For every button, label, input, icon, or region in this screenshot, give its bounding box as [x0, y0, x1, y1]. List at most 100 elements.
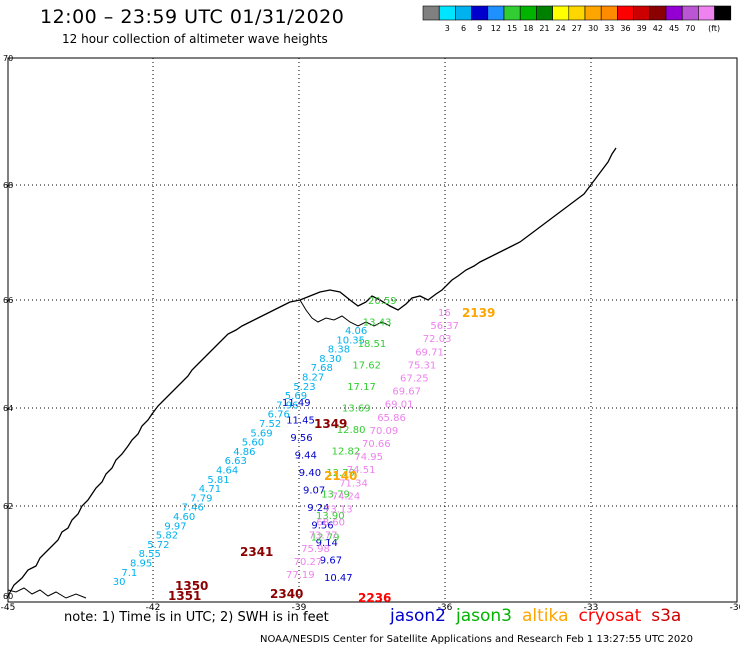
- satellite-legend-jason2: jason2: [390, 606, 446, 626]
- colorbar-label: 33: [604, 24, 614, 33]
- colorbar-swatch: [519, 5, 537, 21]
- axis-labels: -45 -42 -39 -36 -33 -30 70 68 66 64 62 60: [1, 54, 740, 613]
- track-value: 5.82: [156, 531, 178, 542]
- track-value: 12.82: [332, 447, 361, 458]
- colorbar-label: 21: [539, 24, 549, 33]
- colorbar-label: 18: [523, 24, 533, 33]
- track-value: 9.67: [320, 556, 342, 567]
- track-value: 7.46: [182, 503, 204, 514]
- track-value: 69.01: [385, 400, 414, 411]
- page-subtitle: 12 hour collection of altimeter wave hei…: [62, 32, 328, 46]
- track-value: 7.68: [311, 363, 333, 374]
- colorbar-swatch: [422, 5, 440, 21]
- track-value: 13.90: [316, 511, 345, 522]
- track-value: 30: [113, 577, 126, 588]
- colorbar-swatch: [617, 5, 634, 21]
- track-value: 73.13: [324, 505, 353, 516]
- track-value: 12.80: [337, 425, 366, 436]
- colorbar-label: 45: [669, 24, 679, 33]
- page-title: 12:00 – 23:59 UTC 01/31/2020: [40, 6, 345, 28]
- track-value: 6.76: [268, 410, 290, 421]
- track-value: 12.79: [311, 533, 340, 544]
- note-text: note: 1) Time is in UTC; 2) SWH is in fe…: [64, 610, 329, 625]
- track-value: 72.03: [423, 334, 452, 345]
- pass-label: 2140: [324, 469, 357, 483]
- track-value: 20.59: [368, 296, 397, 307]
- colorbar-label: 27: [572, 24, 582, 33]
- lat-tick-label: 70: [3, 54, 13, 63]
- track-value: 7.52: [259, 419, 281, 430]
- colorbar-label: 42: [653, 24, 663, 33]
- track-value: 9.56: [290, 433, 312, 444]
- track-value: 16: [438, 308, 451, 319]
- colorbar-label: 9: [477, 24, 482, 33]
- lat-tick-label: 62: [3, 502, 13, 511]
- colorbar-unit: (ft): [708, 24, 720, 33]
- track-value: 69.67: [392, 387, 421, 398]
- pass-label: 2340: [270, 587, 303, 601]
- track-value: 4.06: [345, 326, 367, 337]
- pass-label: 1350: [175, 579, 208, 593]
- track-value: 5.72: [147, 540, 169, 551]
- colorbar-swatch: [487, 5, 505, 21]
- track-value: 13.69: [342, 404, 371, 415]
- lon-tick-label: -39: [292, 603, 307, 613]
- track-value: 75.98: [301, 544, 330, 555]
- colorbar-swatch: [536, 5, 553, 21]
- pass-label: 1349: [314, 417, 347, 431]
- track-value: 77.19: [286, 570, 315, 581]
- track-value: 4.71: [199, 484, 221, 495]
- track-value: 9.40: [299, 468, 321, 479]
- track-value: 9.14: [316, 538, 338, 549]
- lat-tick-label: 66: [3, 296, 13, 305]
- colorbar-swatch: [681, 5, 699, 21]
- track-value: 9.24: [307, 503, 329, 514]
- lon-tick-label: -33: [584, 603, 599, 613]
- track-value: 8.95: [130, 559, 152, 570]
- pass-label: 2236: [358, 591, 391, 605]
- track-value: 69.71: [415, 347, 444, 358]
- track-value: 17.17: [347, 382, 376, 393]
- map-grid: [8, 58, 737, 602]
- color-scale-legend: 3 6 9 12 15 18 21 24 27 30 33 36 39 42 45 70 (ft): [422, 5, 732, 33]
- lon-tick-label: -42: [146, 603, 161, 613]
- track-value: 9.07: [303, 486, 325, 497]
- track-value: 12.79: [326, 468, 355, 479]
- colorbar-label: 70: [685, 24, 695, 33]
- track-value: 5.81: [207, 475, 229, 486]
- satellite-legend-altika: altika: [522, 606, 569, 626]
- track-value: 13.43: [363, 318, 392, 329]
- colorbar-label: 15: [507, 24, 517, 33]
- colorbar-label: 39: [637, 24, 647, 33]
- lon-tick-label: -45: [1, 603, 16, 613]
- lat-tick-label: 68: [3, 181, 13, 190]
- satellite-legend: jason2 jason3 altika cryosat s3a: [390, 606, 691, 626]
- lon-tick-label: -36: [438, 603, 453, 613]
- colorbar-swatch: [568, 5, 586, 21]
- colorbar-label: 30: [588, 24, 598, 33]
- track-value: 10.47: [324, 573, 353, 584]
- track-value: 17.62: [352, 361, 381, 372]
- map-frame: [7, 57, 738, 603]
- track-value: 6.63: [225, 456, 247, 467]
- colorbar-swatch: [503, 5, 521, 21]
- colorbar-swatch: [552, 5, 570, 21]
- fjord-path: [299, 299, 391, 327]
- coastline-path: [7, 147, 617, 597]
- track-value: 8.30: [319, 354, 341, 365]
- track-value: 4.60: [173, 512, 195, 523]
- colorbar-swatch: [633, 5, 651, 21]
- track-value: 18.51: [358, 339, 387, 350]
- track-value: 4.64: [216, 466, 238, 477]
- lat-tick-label: 64: [3, 404, 13, 413]
- track-value: 7.96: [276, 400, 298, 411]
- track-values: 11.49 11.45 9.56 9.44 9.40 9.07 9.24 9.56 9.14 9.…: [113, 296, 459, 588]
- colorbar-label: 12: [491, 24, 501, 33]
- track-value: 70.09: [370, 426, 399, 437]
- satellite-legend-jason3: jason3: [456, 606, 512, 626]
- colorbar-swatch: [438, 5, 456, 21]
- track-value: 70.66: [362, 439, 391, 450]
- track-value: 10.35: [336, 335, 365, 346]
- track-value: 11.49: [282, 398, 311, 409]
- track-value: 73.77: [309, 531, 338, 542]
